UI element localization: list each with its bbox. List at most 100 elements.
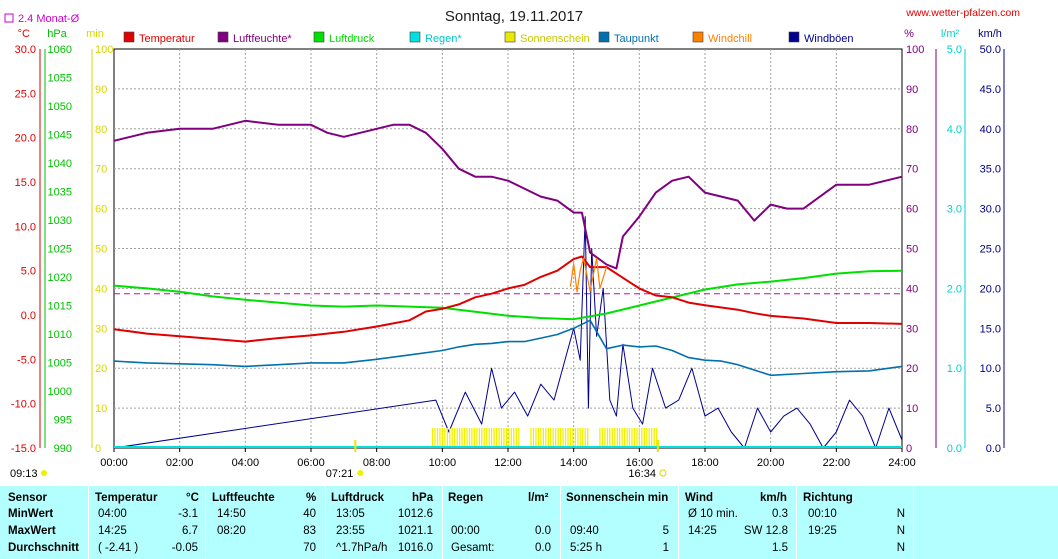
series-line-luftdruck	[113, 269, 903, 321]
sunshine-tick-label: 80	[95, 124, 107, 136]
temp-tick-label: -10.0	[11, 399, 36, 411]
humidity-tick-label: 60	[906, 204, 918, 216]
sunshine-tick-label: 40	[95, 283, 107, 295]
pressure-tick-label: 1055	[48, 73, 72, 85]
humidity-tick-label: 0	[906, 443, 912, 455]
table-cell-press-v: 1012.6	[397, 508, 433, 520]
sunshine-tick-label: 70	[95, 164, 107, 176]
legend-label: Luftfeuchte*	[233, 33, 292, 45]
table-cell-hum-v: 83	[303, 525, 316, 537]
rain-tick-label: 1.0	[947, 363, 962, 375]
x-tick-label: 04:00	[232, 457, 260, 469]
wind-tick-label: 15.0	[980, 323, 1001, 335]
legend-swatch	[788, 31, 800, 43]
wind-unit-label: km/h	[978, 28, 1002, 40]
legend-label: Sonnenschein	[520, 33, 590, 45]
wind-tick-label: 45.0	[980, 84, 1001, 96]
rain-tick-label: 2.0	[947, 283, 962, 295]
header-press-unit: hPa	[412, 492, 434, 504]
monthly-avg-label: 2.4 Monat-Ø	[18, 13, 80, 25]
legend-label: Regen*	[425, 33, 462, 45]
table-cell-label: Durchschnitt	[8, 542, 79, 554]
table-cell-rain-t: 00:00	[451, 525, 480, 537]
series-line-windchill	[569, 257, 608, 293]
temp-tick-label: 10.0	[15, 221, 36, 233]
x-tick-label: 14:00	[560, 457, 588, 469]
rain-tick-label: 4.0	[947, 124, 962, 136]
legend-label: Luftdruck	[329, 33, 375, 45]
x-tick-label: 22:00	[823, 457, 851, 469]
header-temp-unit: °C	[186, 492, 199, 504]
header-press: Luftdruck	[331, 492, 385, 504]
table-cell-dir-t: 19:25	[808, 525, 837, 537]
pressure-tick-label: 1050	[48, 101, 72, 113]
sunshine-unit-label: min	[86, 28, 104, 40]
table-cell-dir-v: N	[896, 542, 905, 554]
humidity-tick-label: 30	[906, 323, 918, 335]
pressure-tick-label: 1030	[48, 215, 72, 227]
table-cell-rain-v: 0.0	[535, 542, 551, 554]
site-url: www.wetter-pfalzen.com	[905, 7, 1020, 19]
legend-swatch	[313, 31, 325, 43]
sunshine-tick-label: 0	[95, 443, 101, 455]
table-cell-sun-t: 5:25 h	[570, 542, 602, 554]
pressure-unit-label: hPa	[47, 28, 67, 40]
sunshine-tick-label: 90	[95, 84, 107, 96]
table-cell-press-t: 23:55	[336, 525, 365, 537]
temp-tick-label: -5.0	[17, 354, 36, 366]
sunset-label: 16:34	[628, 468, 656, 480]
x-tick-label: 24:00	[888, 457, 916, 469]
pressure-tick-label: 1000	[48, 386, 72, 398]
pressure-tick-label: 990	[54, 443, 72, 455]
table-cell-press-t: 13:05	[336, 508, 365, 520]
humidity-tick-label: 100	[906, 44, 924, 56]
series-line-taupunkt	[113, 319, 903, 377]
humidity-tick-label: 20	[906, 363, 918, 375]
pressure-tick-label: 1020	[48, 272, 72, 284]
table-cell-temp-t: 14:25	[98, 525, 127, 537]
legend-label: Windchill	[708, 33, 752, 45]
header-dir: Richtung	[803, 492, 853, 504]
header-wind: Wind	[685, 492, 713, 504]
wind-tick-label: 40.0	[980, 124, 1001, 136]
summary-table: Sensor Temperatur °C Luftfeuchte % Luftd…	[0, 486, 1058, 559]
pressure-tick-label: 1015	[48, 301, 72, 313]
wind-tick-label: 25.0	[980, 244, 1001, 256]
header-hum-unit: %	[306, 492, 317, 504]
header-wind-unit: km/h	[760, 492, 787, 504]
table-cell-rain-t: Gesamt:	[451, 542, 495, 554]
table-cell-wind-v: 0.3	[772, 508, 788, 520]
header-rain: Regen	[448, 492, 484, 504]
table-cell-dir-v: N	[896, 525, 905, 537]
humidity-tick-label: 70	[906, 164, 918, 176]
humidity-unit-label: %	[904, 28, 914, 40]
pressure-tick-label: 1045	[48, 130, 72, 142]
pressure-tick-label: 995	[54, 415, 72, 427]
table-cell-temp-v: 6.7	[182, 525, 198, 537]
sunshine-tick-label: 60	[95, 204, 107, 216]
x-tick-label: 16:00	[626, 457, 654, 469]
pressure-tick-label: 1060	[48, 44, 72, 56]
table-cell-hum-v: 40	[303, 508, 316, 520]
header-hum: Luftfeuchte	[212, 492, 275, 504]
legend-swatch	[692, 31, 704, 43]
legend-swatch	[504, 31, 516, 43]
sunset-icon	[659, 469, 667, 477]
wind-tick-label: 5.0	[986, 403, 1001, 415]
sunrise-label: 07:21	[326, 468, 354, 480]
table-cell-temp-t: 04:00	[98, 508, 127, 520]
sunshine-tick-label: 10	[95, 403, 107, 415]
sunshine-tick-label: 50	[95, 244, 107, 256]
sunshine-tick-label: 30	[95, 323, 107, 335]
wind-tick-label: 20.0	[980, 283, 1001, 295]
chart-title: Sonntag, 19.11.2017	[445, 8, 583, 25]
table-cell-sun-t: 09:40	[570, 525, 599, 537]
legend-swatch	[598, 31, 610, 43]
current-time-label: 09:13	[10, 468, 38, 480]
sunshine-tick-label: 20	[95, 363, 107, 375]
pressure-tick-label: 1005	[48, 358, 72, 370]
wind-tick-label: 35.0	[980, 164, 1001, 176]
temp-tick-label: 0.0	[21, 310, 36, 322]
rain-tick-label: 0.0	[947, 443, 962, 455]
legend-swatch	[409, 31, 421, 43]
